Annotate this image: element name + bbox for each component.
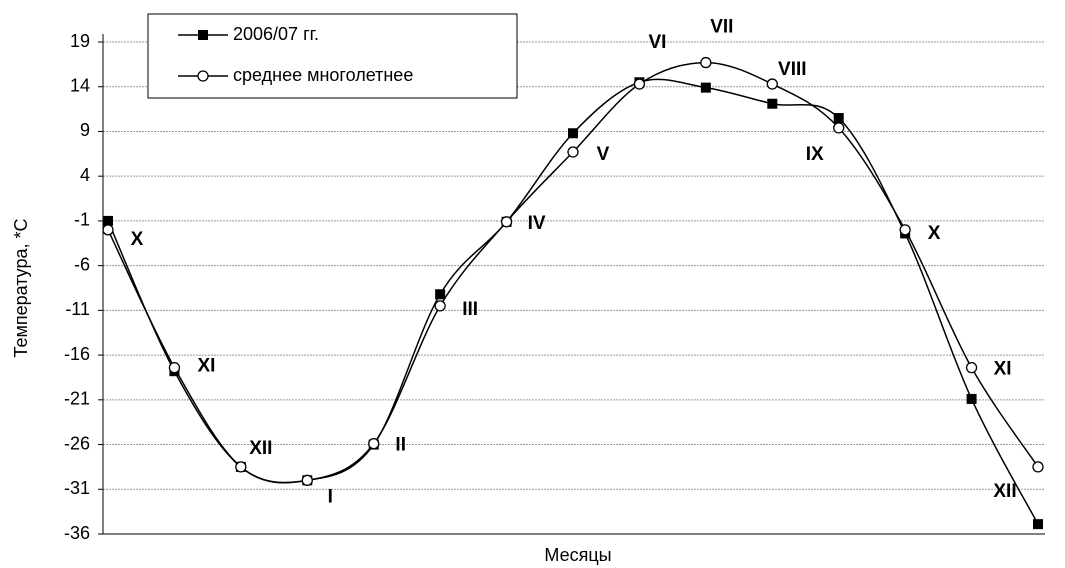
data-point — [301, 474, 313, 486]
month-label: IX — [806, 144, 824, 165]
data-point — [235, 461, 247, 473]
legend-marker — [198, 30, 208, 40]
y-tick-label: -16 — [64, 344, 90, 364]
month-label: VII — [710, 17, 733, 38]
data-point — [103, 215, 113, 226]
data-point — [1033, 519, 1043, 530]
legend-box — [147, 13, 518, 99]
month-label: X — [928, 223, 941, 244]
data-point — [966, 393, 977, 404]
month-label: X — [131, 229, 144, 250]
data-point — [102, 224, 114, 236]
legend-label: 2006/07 гг. — [233, 24, 319, 44]
data-point — [434, 300, 446, 312]
y-tick-label: -26 — [64, 433, 90, 453]
data-point — [168, 361, 181, 374]
month-label: XI — [994, 359, 1012, 380]
month-label: XI — [197, 356, 215, 377]
month-label: IV — [528, 213, 546, 234]
data-point — [767, 98, 778, 109]
data-point — [833, 122, 845, 134]
data-point — [899, 224, 911, 236]
y-axis-title: Температура, *С — [11, 218, 31, 357]
month-label: III — [462, 299, 478, 320]
month-label: XII — [993, 481, 1016, 502]
month-label: V — [597, 144, 610, 165]
series-line — [107, 78, 1039, 525]
data-point — [1032, 461, 1044, 473]
data-point — [368, 438, 380, 450]
y-tick-label: 4 — [80, 165, 90, 185]
legend-marker — [197, 70, 209, 82]
y-tick-label: 19 — [70, 31, 90, 51]
legend-label: среднее многолетнее — [233, 65, 413, 85]
y-tick-label: 14 — [70, 75, 90, 95]
data-point — [435, 289, 446, 300]
y-tick-label: -31 — [64, 478, 90, 498]
data-point — [965, 361, 978, 374]
data-point — [700, 56, 712, 69]
data-point — [633, 78, 646, 90]
month-label: I — [328, 486, 333, 507]
month-label: XII — [249, 438, 272, 459]
series-line — [107, 61, 1039, 484]
y-tick-label: -11 — [65, 299, 90, 319]
data-point — [766, 78, 778, 90]
month-label: VI — [648, 32, 666, 53]
data-point — [500, 216, 513, 228]
x-axis-title: Месяцы — [544, 545, 611, 565]
data-point — [568, 128, 578, 139]
y-tick-label: 9 — [80, 120, 90, 140]
y-tick-label: -36 — [64, 523, 90, 543]
data-point — [700, 82, 711, 93]
y-tick-label: -1 — [74, 210, 90, 230]
data-point — [833, 113, 844, 124]
legend: 2006/07 гг. среднее многолетнее — [147, 13, 518, 99]
y-tick-label: -21 — [64, 389, 90, 409]
y-tick-label: -6 — [74, 254, 90, 274]
month-label: VIII — [778, 59, 807, 80]
month-label: II — [395, 435, 406, 456]
data-point — [567, 146, 579, 158]
